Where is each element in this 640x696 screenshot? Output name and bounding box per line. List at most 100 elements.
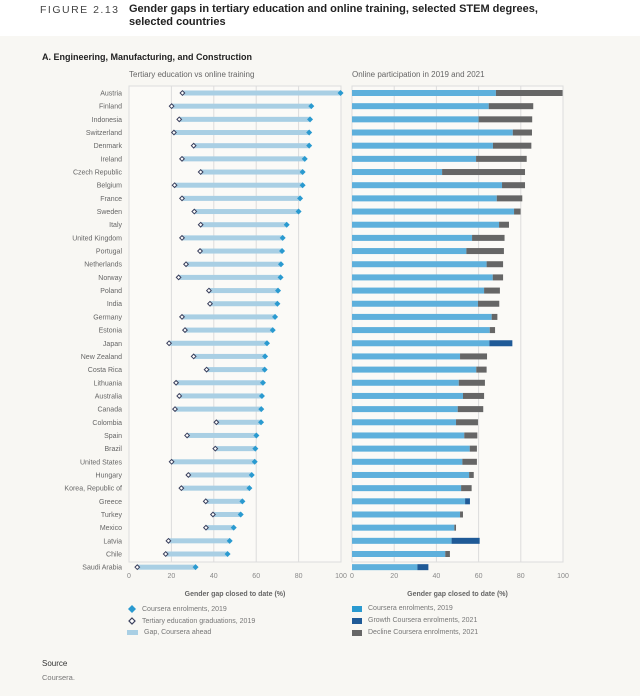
x-tick-label: 80 <box>295 573 303 580</box>
tertiary-point <box>191 208 198 215</box>
coursera-point <box>253 432 260 439</box>
coursera-point <box>252 445 259 452</box>
tertiary-point <box>166 340 173 347</box>
tertiary-point <box>162 550 169 558</box>
base-bar <box>352 195 497 202</box>
gap-bar <box>205 498 243 504</box>
country-label: Estonia <box>99 328 122 335</box>
base-swatch-icon <box>352 605 362 612</box>
decline-bar <box>486 261 504 268</box>
x-tick-label: 100 <box>557 573 569 580</box>
country-label: Switzerland <box>86 130 122 137</box>
country-label: Latvia <box>103 538 122 545</box>
country-label: United States <box>80 459 123 466</box>
decline-bar <box>476 155 527 162</box>
plot-frame <box>351 85 564 563</box>
x-axis-title: Gender gap closed to date (%) <box>407 591 508 598</box>
country-label: Greece <box>99 499 122 506</box>
decline-bar <box>496 195 523 202</box>
x-tick-label: 20 <box>168 573 176 580</box>
x-tick-label: 100 <box>335 573 347 580</box>
tertiary-point <box>197 169 204 176</box>
tertiary-point <box>178 313 186 320</box>
base-bar <box>352 261 487 268</box>
coursera-point <box>258 406 265 413</box>
base-bar <box>352 116 479 123</box>
gap-bar <box>200 248 283 254</box>
figure-title: Gender gaps in tertiary education and on… <box>129 3 538 28</box>
base-bar <box>352 498 466 505</box>
gap-bar <box>169 340 268 346</box>
growth-bar <box>465 498 470 505</box>
country-label: United Kingdom <box>72 235 122 242</box>
base-bar <box>352 406 458 413</box>
right-chart-title: Online participation in 2019 and 2021 <box>352 70 485 79</box>
tertiary-point <box>175 274 182 281</box>
coursera-point <box>306 142 313 149</box>
coursera-point <box>279 234 286 241</box>
country-label: Costa Rica <box>88 367 122 374</box>
decline-swatch-icon <box>352 629 362 636</box>
gap-bar <box>215 446 256 452</box>
tertiary-point <box>205 287 212 294</box>
coursera-point <box>299 169 306 176</box>
country-label: Czech Republic <box>73 170 123 177</box>
decline-bar <box>492 142 532 149</box>
coursera-point <box>283 221 290 228</box>
growth-bar <box>417 564 429 571</box>
gap-bar <box>194 209 299 215</box>
country-label: Australia <box>95 393 122 400</box>
gap-bar <box>182 90 341 96</box>
base-bar <box>352 327 490 334</box>
gap-bar <box>171 103 312 109</box>
base-bar <box>352 432 465 439</box>
country-label: France <box>100 196 122 203</box>
tertiary-point <box>134 564 141 571</box>
country-label: Norway <box>98 275 122 282</box>
coursera-point <box>264 340 271 347</box>
legend-label: Growth Coursera enrolments, 2021 <box>368 617 478 624</box>
base-bar <box>352 155 477 162</box>
gap-bar <box>184 327 273 333</box>
decline-bar <box>477 300 500 307</box>
coursera-point <box>274 300 281 307</box>
x-tick-label: 60 <box>252 573 260 580</box>
base-bar <box>352 471 470 478</box>
tertiary-point <box>178 485 185 492</box>
coursera-point <box>246 485 253 492</box>
country-label: Brazil <box>104 446 122 453</box>
gap-bar <box>193 353 266 359</box>
decline-bar <box>460 511 463 518</box>
country-label: Colombia <box>92 420 122 427</box>
base-bar <box>352 142 493 149</box>
country-label: Germany <box>93 314 122 321</box>
coursera-point <box>301 155 308 162</box>
base-bar <box>352 208 515 215</box>
country-label: Italy <box>109 222 122 229</box>
coursera-point <box>278 261 285 268</box>
base-bar <box>352 248 467 255</box>
decline-bar <box>469 445 477 452</box>
growth-swatch-icon <box>352 617 362 624</box>
decline-bar <box>512 129 532 136</box>
gap-swatch-icon <box>127 630 138 635</box>
gap-bar <box>168 538 230 544</box>
decline-bar <box>495 90 563 96</box>
base-bar <box>352 287 485 294</box>
legend-decline: Decline Coursera enrolments, 2021 <box>352 629 478 636</box>
base-bar <box>352 537 452 544</box>
base-bar <box>352 221 500 228</box>
base-bar <box>352 564 418 571</box>
gap-bar <box>182 195 301 201</box>
country-label: Japan <box>103 341 122 348</box>
coursera-point <box>297 195 304 202</box>
country-label: Portugal <box>96 249 123 256</box>
section-title: A. Engineering, Manufacturing, and Const… <box>42 52 253 62</box>
coursera-point <box>306 129 313 136</box>
decline-bar <box>462 392 485 399</box>
base-bar <box>352 313 492 320</box>
tertiary-point <box>202 524 209 531</box>
tertiary-point <box>206 300 213 307</box>
base-bar <box>352 551 446 557</box>
